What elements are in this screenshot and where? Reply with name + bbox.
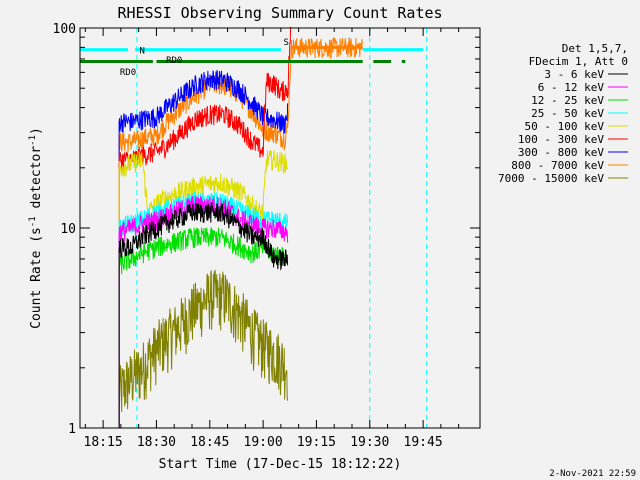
- y-tick-label-1: 10: [60, 222, 76, 237]
- state-label-3: S: [284, 38, 289, 48]
- legend-label-25-50-kev: 25 - 50 keV: [531, 107, 604, 120]
- y-tick-label-2: 100: [53, 22, 76, 37]
- footer-timestamp: 2-Nov-2021 22:59: [549, 469, 636, 479]
- legend-header-1: FDecim 1, Att 0: [529, 55, 628, 68]
- y-tick-label-0: 1: [68, 422, 76, 437]
- legend-label-7000-15000-kev: 7000 - 15000 keV: [498, 172, 604, 185]
- y-axis-label-superscript-1: -1: [28, 216, 38, 227]
- series-line-12-25-kev: [118, 227, 289, 275]
- series-line-7000-15000-kev: [118, 269, 289, 412]
- y-axis-label-main: Count Rate (s: [29, 227, 44, 329]
- legend-label-300-800-kev: 300 - 800 keV: [518, 146, 604, 159]
- plot-data-layer: N RD0 RD0 S: [80, 26, 428, 428]
- series-line-3-6-kev: [118, 202, 289, 271]
- legend-header-0: Det 1,5,7,: [562, 42, 628, 55]
- y-axis-label: Count Rate (s-1 detector-1): [28, 127, 44, 329]
- x-tick-label-2: 18:45: [190, 435, 229, 450]
- y-axis-label-superscript-2: -1: [28, 135, 38, 146]
- x-tick-label-6: 19:45: [404, 435, 443, 450]
- legend-label-100-300-kev: 100 - 300 keV: [518, 133, 604, 146]
- state-label-0: N: [140, 47, 145, 57]
- series-line-300-800-kev: [118, 69, 289, 134]
- legend-label-3-6-kev: 3 - 6 keV: [544, 68, 604, 81]
- x-tick-label-1: 18:30: [137, 435, 176, 450]
- y-axis-label-end: ): [29, 127, 44, 135]
- axes-layer: 18:15 18:30 18:45 19:00 19:15 19:30 19:45 1 10 10…: [53, 22, 480, 450]
- x-tick-label-5: 19:30: [350, 435, 389, 450]
- legend-label-50-100-kev: 50 - 100 keV: [525, 120, 605, 133]
- state-label-2: RD0: [166, 56, 182, 66]
- x-tick-label-3: 19:00: [244, 435, 283, 450]
- x-tick-label-4: 19:15: [297, 435, 336, 450]
- chart-title: RHESSI Observing Summary Count Rates: [117, 4, 442, 22]
- legend-label-800-7000-kev: 800 - 7000 keV: [511, 159, 604, 172]
- legend-label-12-25-kev: 12 - 25 keV: [531, 94, 604, 107]
- series-line-50-100-kev: [118, 149, 289, 222]
- series-line-100-300-kev: [118, 26, 292, 171]
- state-label-1: RD0: [120, 68, 136, 78]
- series-line-800-7000-kev: [118, 36, 363, 153]
- legend-label-6-12-kev: 6 - 12 keV: [538, 81, 605, 94]
- y-axis-label-middle: detector: [29, 146, 44, 217]
- x-tick-label-0: 18:15: [84, 435, 123, 450]
- series-line-6-12-kev: [118, 195, 289, 243]
- x-axis-label: Start Time (17-Dec-15 18:12:22): [159, 457, 402, 472]
